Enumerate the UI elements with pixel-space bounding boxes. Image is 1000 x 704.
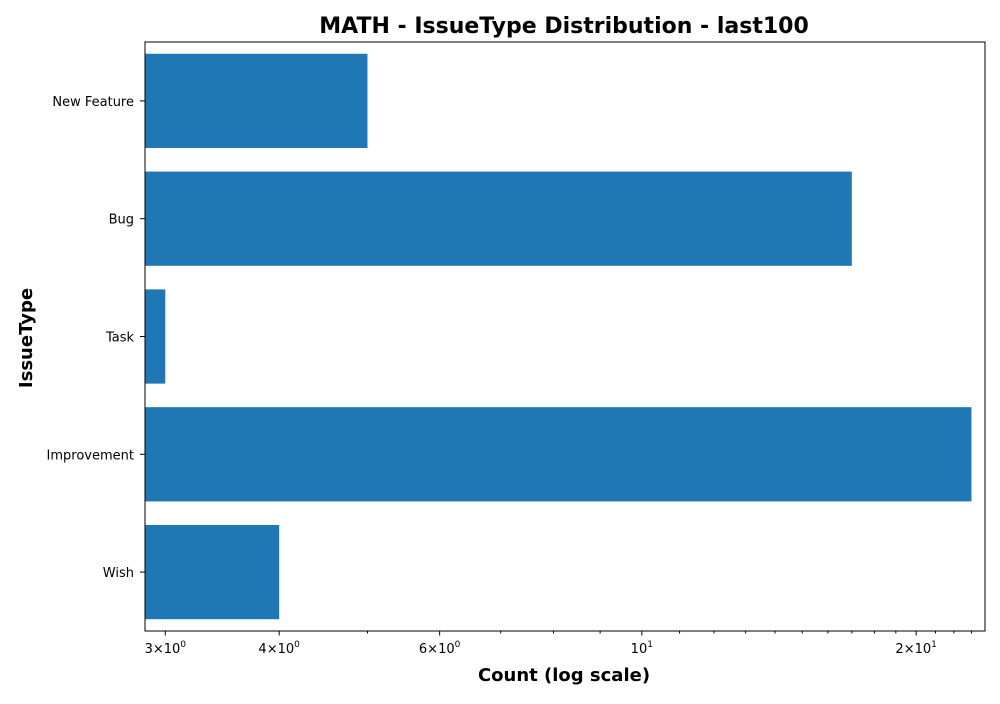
y-tick-label: Improvement: [47, 448, 134, 463]
x-tick-label: 3×100: [145, 640, 187, 657]
x-tick-label: 101: [631, 640, 653, 657]
y-tick-label: Task: [105, 331, 135, 346]
bar-improvement: [145, 407, 972, 502]
x-tick-label: 6×100: [419, 640, 461, 657]
bar-bug: [145, 171, 852, 266]
bar-task: [145, 289, 166, 384]
y-tick-label: Wish: [103, 566, 134, 581]
plot-frame: [144, 41, 986, 632]
y-axis-label: IssueType: [16, 288, 37, 388]
x-axis-label: Count (log scale): [478, 665, 650, 686]
chart-title: MATH - IssueType Distribution - last100: [319, 14, 809, 39]
y-tick-label: Bug: [109, 213, 134, 228]
bar-wish: [145, 524, 280, 620]
x-tick-label: 2×101: [895, 640, 936, 657]
x-tick-label: 4×100: [258, 640, 300, 657]
bar-new-feature: [145, 53, 368, 149]
y-tick-label: New Feature: [52, 95, 134, 110]
